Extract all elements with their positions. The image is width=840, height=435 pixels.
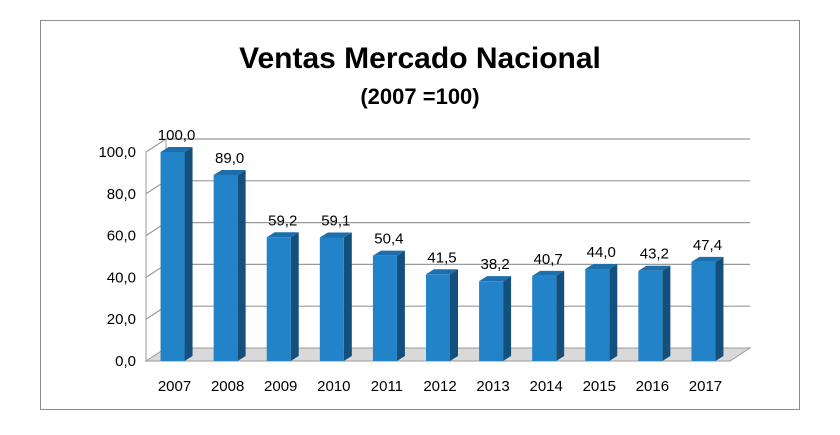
bar-side <box>237 169 246 361</box>
x-tick-label: 2010 <box>317 378 350 395</box>
x-tick-label: 2012 <box>423 378 456 395</box>
data-label: 89,0 <box>215 150 244 167</box>
bar-top <box>160 147 193 152</box>
bar-side <box>556 270 565 361</box>
y-tick-label: 0,0 <box>115 353 136 370</box>
data-label: 41,5 <box>427 249 456 266</box>
bar <box>479 281 504 361</box>
bar-side <box>503 276 512 361</box>
data-label: 100,0 <box>158 127 196 144</box>
data-label: 40,7 <box>534 251 563 268</box>
data-label: 59,1 <box>321 212 350 229</box>
bar <box>266 237 291 361</box>
y-tick-label: 100,0 <box>98 144 136 161</box>
bar-side <box>184 147 193 361</box>
bar <box>691 261 716 361</box>
x-tick-label: 2013 <box>476 378 509 395</box>
bar <box>213 174 238 361</box>
y-tick-label: 40,0 <box>107 269 136 286</box>
x-tick-label: 2017 <box>689 378 722 395</box>
bar-top <box>532 270 565 276</box>
chart-subtitle: (2007 =100) <box>360 84 480 109</box>
bar <box>532 275 557 361</box>
bar-top <box>213 169 246 175</box>
x-tick-label: 2008 <box>211 378 244 395</box>
bar <box>319 237 344 361</box>
bar <box>638 270 663 361</box>
bar <box>426 274 450 361</box>
bar-top <box>638 265 671 271</box>
bar-top <box>585 264 618 270</box>
bar-top <box>691 256 724 262</box>
x-tick-label: 2011 <box>371 378 403 395</box>
bar-top <box>426 269 458 275</box>
bar-side <box>396 250 405 361</box>
bar-top <box>372 250 405 256</box>
data-label: 43,2 <box>640 246 669 263</box>
bar-side <box>662 265 671 361</box>
x-tick-label: 2007 <box>158 378 191 395</box>
bar-side <box>609 264 618 361</box>
bar <box>585 269 610 361</box>
data-label: 38,2 <box>480 256 509 273</box>
bars <box>160 147 724 361</box>
bar <box>372 255 397 361</box>
x-tick-label: 2016 <box>636 378 669 395</box>
x-tick-label: 2009 <box>264 378 297 395</box>
bar-top <box>319 232 352 238</box>
bar-top <box>266 232 299 238</box>
bar-top <box>479 276 512 282</box>
y-tick-label: 20,0 <box>107 311 136 328</box>
chart-title: Ventas Mercado Nacional <box>239 42 601 75</box>
bar-side <box>343 232 352 361</box>
x-tick-label: 2015 <box>583 378 616 395</box>
bar-side <box>450 269 458 361</box>
y-tick-label: 60,0 <box>107 228 136 245</box>
data-label: 50,4 <box>374 231 403 248</box>
labels: 0,0 20,0 40,0 60,0 80,0 100,0 100,0 2007 89,0 200… <box>98 127 722 395</box>
bar <box>160 152 185 361</box>
data-label: 44,0 <box>587 244 616 261</box>
bar-side <box>715 256 724 361</box>
y-tick-label: 80,0 <box>107 186 136 203</box>
x-tick-label: 2014 <box>529 378 562 395</box>
data-label: 59,2 <box>268 212 297 229</box>
bar-side <box>290 232 299 361</box>
data-label: 47,4 <box>693 237 722 254</box>
